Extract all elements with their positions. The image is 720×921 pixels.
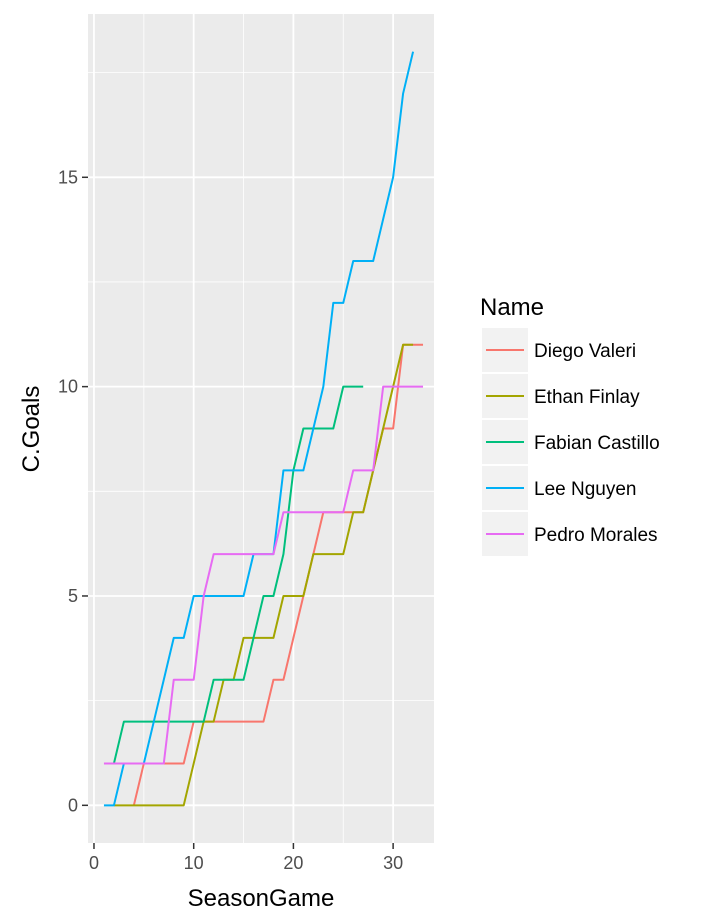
- legend-label-pedro-morales: Pedro Morales: [534, 525, 658, 546]
- plot-panel: [88, 14, 434, 843]
- y-tick-label-5: 5: [68, 586, 78, 606]
- y-tick-label-10: 10: [58, 377, 78, 397]
- series-lines: [103, 51, 424, 807]
- legend-label-lee-nguyen: Lee Nguyen: [534, 479, 636, 500]
- x-tick-label-0: 0: [89, 853, 99, 873]
- y-tick-label-15: 15: [58, 167, 78, 187]
- series-line-ethan-finlay: [113, 343, 414, 807]
- legend-label-ethan-finlay: Ethan Finlay: [534, 387, 640, 408]
- series-line-pedro-morales: [103, 385, 424, 765]
- minor-gridlines: [88, 14, 434, 843]
- legend-label-fabian-castillo: Fabian Castillo: [534, 433, 660, 454]
- series-line-fabian-castillo: [112, 385, 364, 764]
- y-axis: 0 5 10 15: [58, 167, 88, 815]
- legend: Name Diego Valeri Ethan Finlay Fabian Cast…: [480, 294, 660, 556]
- x-tick-label-10: 10: [184, 853, 204, 873]
- x-axis-title: SeasonGame: [188, 885, 335, 912]
- y-axis-title: C.Goals: [18, 386, 45, 473]
- x-tick-label-20: 20: [283, 853, 303, 873]
- x-tick-label-30: 30: [383, 853, 403, 873]
- legend-label-diego-valeri: Diego Valeri: [534, 341, 636, 362]
- legend-title: Name: [480, 294, 544, 321]
- y-tick-label-0: 0: [68, 795, 78, 815]
- x-axis: 0 10 20 30: [89, 843, 403, 873]
